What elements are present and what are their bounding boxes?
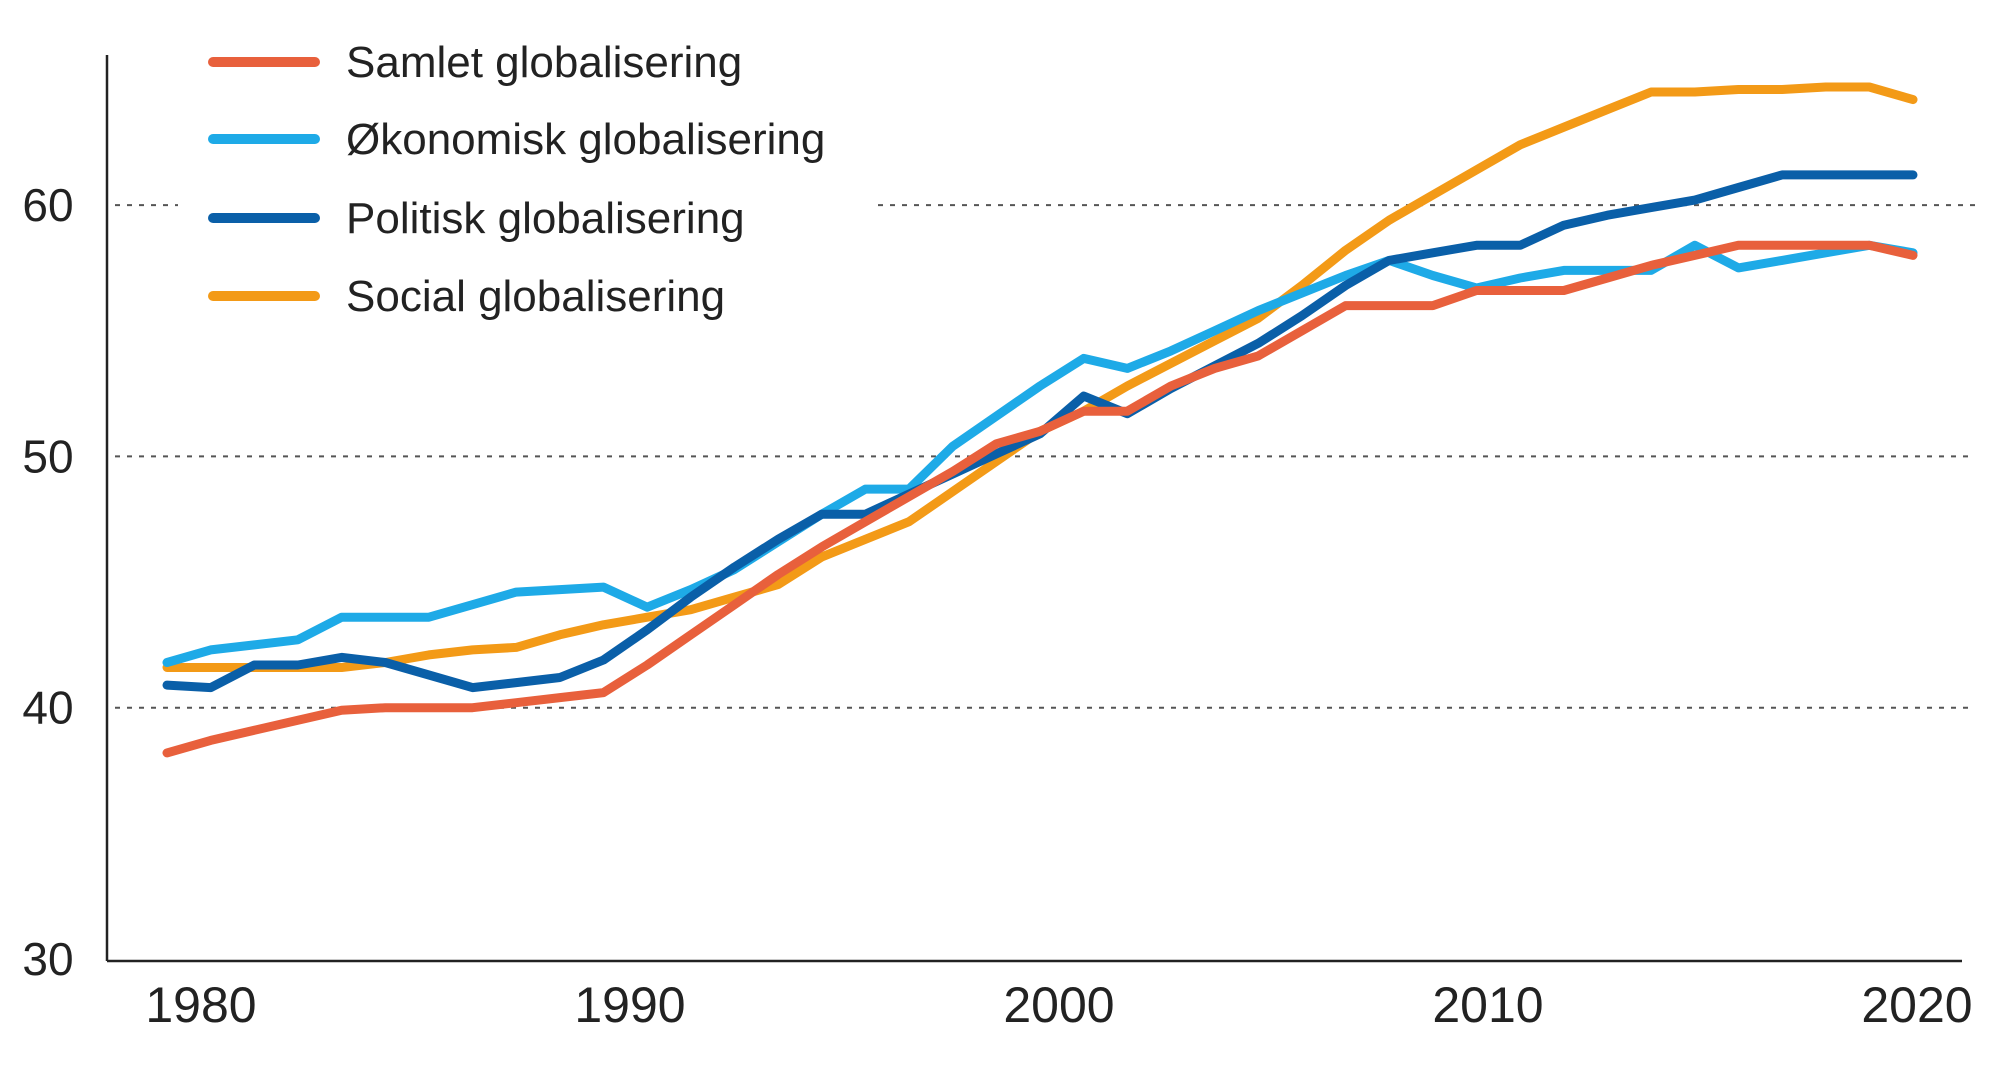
x-tick-label: 2000 [1003,977,1114,1033]
x-tick-label: 2010 [1432,977,1543,1033]
legend: Samlet globalisering Økonomisk globaliser… [208,38,825,321]
legend-item: Politisk globalisering [208,194,745,243]
y-tick-labels: 30 40 50 60 [22,179,73,985]
y-tick-label: 60 [22,179,73,231]
legend-label: Samlet globalisering [346,38,742,87]
gridlines [115,204,1975,709]
legend-item: Social globalisering [208,272,725,321]
legend-label: Social globalisering [346,272,725,321]
series-lines [162,82,1918,758]
legend-item: Økonomisk globalisering [208,115,825,164]
series-line-0 [162,240,1918,758]
legend-label: Økonomisk globalisering [346,115,825,164]
x-tick-label: 2020 [1861,977,1972,1033]
y-tick-label: 50 [22,430,73,482]
legend-item: Samlet globalisering [208,38,742,87]
y-tick-label: 40 [22,682,73,734]
y-tick-label: 30 [22,933,73,985]
x-tick-label: 1980 [145,977,256,1033]
x-tick-labels: 1980 1990 2000 2010 2020 [145,977,1972,1033]
legend-label: Politisk globalisering [346,194,745,243]
x-tick-label: 1990 [574,977,685,1033]
series-line-3 [162,82,1918,672]
